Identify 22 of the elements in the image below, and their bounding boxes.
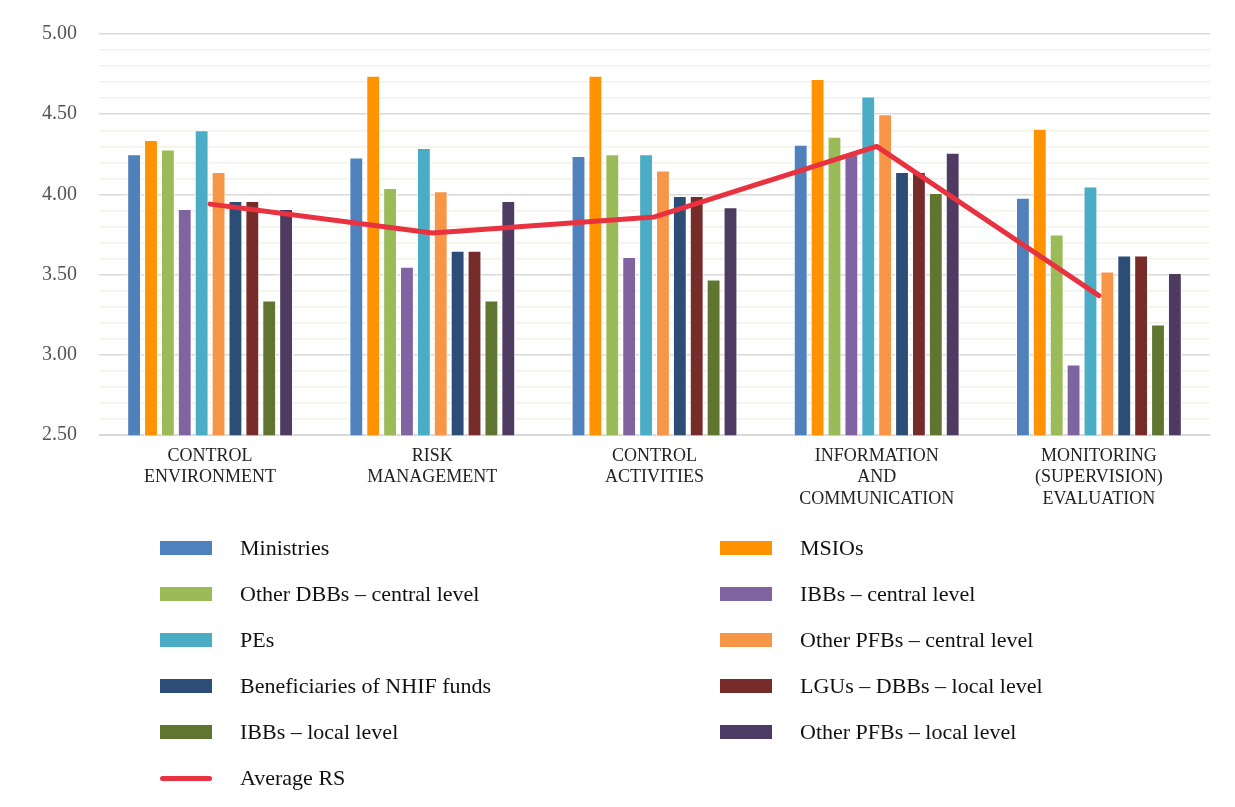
legend-label: MSIOs bbox=[800, 535, 864, 561]
x-tick-label: MONITORING (SUPERVISION) EVALUATION bbox=[1035, 444, 1163, 508]
legend-label: Average RS bbox=[240, 765, 346, 791]
legend-label: Ministries bbox=[240, 535, 330, 561]
legend-label: IBBs – central level bbox=[800, 581, 976, 607]
y-tick-label: 3.50 bbox=[42, 261, 77, 284]
legend-label: Beneficiaries of NHIF funds bbox=[240, 673, 492, 699]
legend-label: LGUs – DBBs – local level bbox=[800, 673, 1043, 699]
y-tick-label: 2.50 bbox=[42, 422, 77, 445]
legend-label: IBBs – local level bbox=[240, 719, 399, 745]
y-tick-label: 4.50 bbox=[42, 101, 77, 124]
legend-label: Other PFBs – local level bbox=[800, 719, 1017, 745]
legend-label: Other PFBs – central level bbox=[800, 627, 1034, 653]
y-tick-label: 4.00 bbox=[42, 181, 77, 204]
y-tick-label: 5.00 bbox=[42, 21, 77, 44]
x-tick-label: INFORMATION AND COMMUNICATION bbox=[799, 444, 955, 508]
legend-label: Other DBBs – central level bbox=[240, 581, 480, 607]
y-tick-label: 3.00 bbox=[42, 342, 77, 365]
legend-label: PEs bbox=[240, 627, 275, 653]
x-tick-label: RISK MANAGEMENT bbox=[367, 444, 498, 487]
x-tick-label: CONTROL ACTIVITIES bbox=[605, 444, 704, 487]
x-tick-label: CONTROL ENVIRONMENT bbox=[144, 444, 277, 487]
